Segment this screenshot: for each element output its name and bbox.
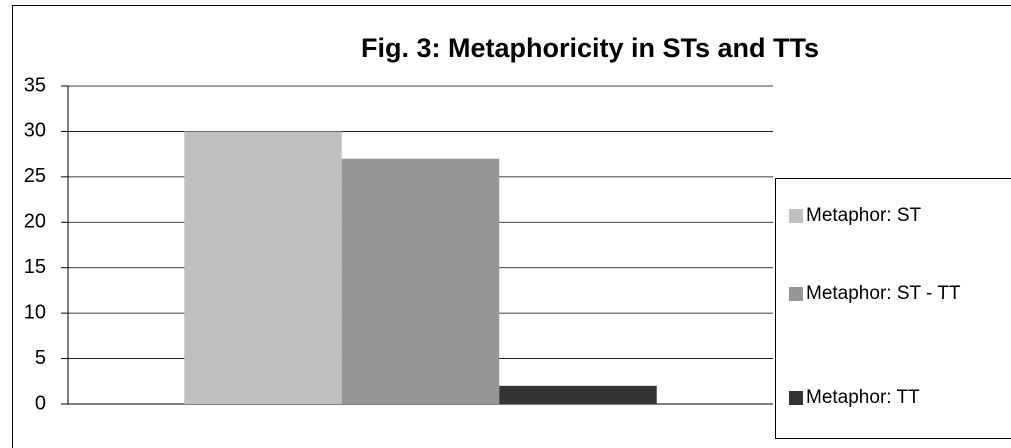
legend-label: Metaphor: ST - TT: [806, 283, 961, 304]
bar: [499, 385, 657, 404]
legend-swatch: [789, 391, 803, 405]
legend-label: Metaphor: ST: [806, 205, 921, 226]
legend-swatch: [789, 209, 803, 223]
y-tick-label: 15: [24, 256, 46, 278]
y-tick-label: 5: [35, 347, 46, 369]
legend-swatch: [789, 287, 803, 301]
y-tick-label: 25: [24, 165, 46, 187]
legend-label: Metaphor: TT: [806, 387, 920, 408]
y-tick-label: 20: [24, 211, 46, 233]
y-tick-label: 0: [35, 392, 46, 414]
chart-title: Fig. 3: Metaphoricity in STs and TTs: [361, 33, 819, 63]
bar: [341, 158, 500, 404]
legend-box: [775, 178, 1011, 439]
y-tick-label: 30: [24, 120, 46, 142]
y-tick-label: 35: [24, 74, 46, 96]
y-tick-label: 10: [24, 301, 46, 323]
bar: [184, 131, 342, 404]
